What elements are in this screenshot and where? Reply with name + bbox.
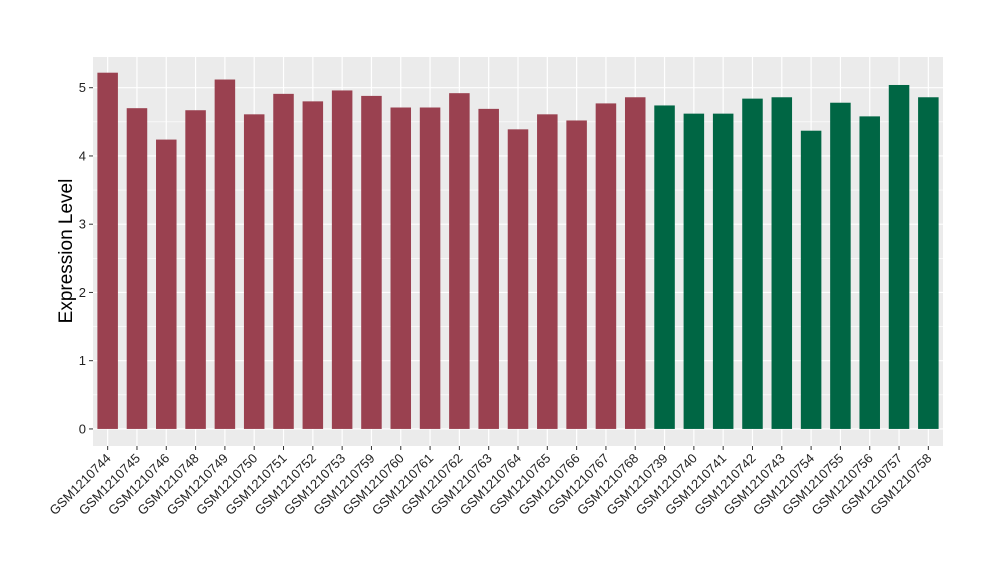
bar — [126, 108, 148, 429]
bar — [302, 101, 324, 429]
y-axis: 0 1 2 3 4 5 — [79, 80, 93, 436]
bar — [97, 72, 118, 429]
y-tick-label: 3 — [79, 217, 86, 232]
bar — [419, 107, 441, 429]
y-tick-label: 4 — [79, 148, 86, 163]
bar — [273, 93, 294, 429]
bar — [859, 116, 880, 429]
bar — [478, 108, 499, 429]
y-tick-label: 5 — [79, 80, 86, 95]
x-axis: GSM1210744GSM1210745GSM1210746GSM1210748… — [46, 446, 934, 518]
y-tick-label: 0 — [79, 421, 86, 436]
bar — [654, 105, 675, 429]
bar — [537, 114, 558, 429]
bar — [185, 110, 206, 429]
bar — [566, 120, 587, 429]
bar — [243, 114, 265, 429]
bar — [156, 139, 177, 429]
bar — [624, 97, 646, 429]
bar — [449, 93, 470, 429]
y-tick-label: 2 — [79, 285, 86, 300]
bar — [214, 79, 236, 429]
bar — [742, 98, 763, 429]
y-tick-label: 1 — [79, 353, 86, 368]
bar — [390, 107, 412, 429]
bar — [507, 129, 529, 429]
bar — [771, 97, 793, 429]
bar — [683, 113, 705, 429]
bar — [595, 103, 617, 429]
bar — [800, 130, 822, 429]
bar — [712, 113, 734, 429]
bars-group — [97, 72, 939, 429]
bar — [361, 95, 382, 429]
y-axis-title: Expression Level — [56, 179, 77, 324]
bar — [331, 90, 353, 429]
bar — [918, 97, 939, 429]
bar — [888, 84, 910, 429]
bar — [830, 102, 851, 429]
